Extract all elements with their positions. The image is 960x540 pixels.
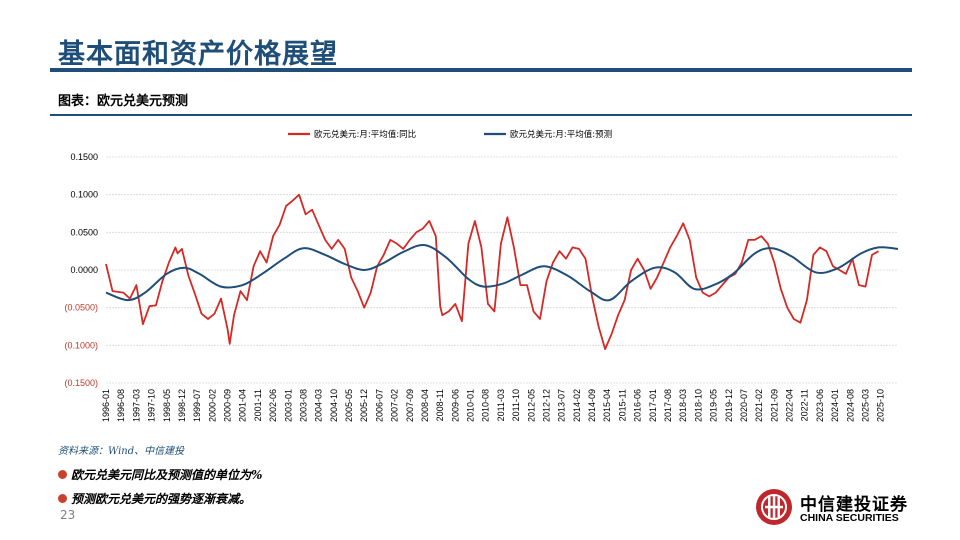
bullet-text: 欧元兑美元同比及预测值的单位为% <box>71 468 263 482</box>
x-tick-label: 2002-06 <box>268 389 278 422</box>
chart-caption: 图表：欧元兑美元预测 <box>58 94 189 109</box>
x-tick-label: 1996-01 <box>101 389 111 422</box>
x-tick-label: 2017-01 <box>648 389 658 422</box>
x-tick-label: 2024-01 <box>830 389 840 422</box>
x-tick-label: 2020-07 <box>739 389 749 422</box>
bullet-unit-note: 欧元兑美元同比及预测值的单位为% <box>58 466 262 483</box>
x-tick-label: 2008-04 <box>420 389 430 422</box>
x-tick-label: 2015-04 <box>602 389 612 422</box>
logo-english-text: CHINA SECURITIES <box>800 512 899 524</box>
x-tick-label: 1998-12 <box>177 389 187 422</box>
x-tick-label: 2016-06 <box>633 389 643 422</box>
x-tick-label: 2005-05 <box>344 389 354 422</box>
x-tick-label: 2024-08 <box>845 389 855 422</box>
chart-series <box>105 193 899 350</box>
x-tick-label: 2023-06 <box>815 389 825 422</box>
bullet-dot-icon <box>58 470 67 479</box>
x-tick-label: 2003-01 <box>283 389 293 422</box>
x-tick-label: 2012-12 <box>541 389 551 422</box>
y-tick-label: 0.1000 <box>70 190 98 200</box>
y-tick-label: (0.1000) <box>64 340 98 350</box>
x-tick-label: 2014-02 <box>572 389 582 422</box>
x-tick-label: 1999-07 <box>192 389 202 422</box>
y-tick-label: 0.0500 <box>70 227 98 237</box>
x-tick-label: 2014-09 <box>587 389 597 422</box>
chart-legend: 欧元兑美元:月:平均值:同比 欧元兑美元:月:平均值:预测 <box>288 129 612 140</box>
x-tick-label: 2025-03 <box>860 389 870 422</box>
x-tick-label: 1997-03 <box>131 389 141 422</box>
x-tick-label: 2008-11 <box>435 389 445 421</box>
bullet-text: 预测欧元兑美元的强势逐渐衰减。 <box>71 492 252 506</box>
x-tick-label: 2007-09 <box>405 389 415 422</box>
logo-chinese-text: 中信建投证券 <box>800 495 908 515</box>
x-tick-label: 2019-05 <box>709 389 719 422</box>
yoy-series-line <box>105 193 879 350</box>
bullet-forecast-note: 预测欧元兑美元的强势逐渐衰减。 <box>58 490 251 507</box>
x-tick-label: 1996-08 <box>116 389 126 422</box>
x-tick-label: 2007-02 <box>390 389 400 422</box>
x-tick-label: 2025-10 <box>876 389 886 422</box>
x-tick-label: 2017-08 <box>663 389 673 422</box>
x-tick-label: 2019-12 <box>724 389 734 422</box>
y-axis-ticks: 0.1500 0.1000 0.0500 0.0000 (0.0500) (0.1000)… <box>64 152 98 388</box>
y-tick-label: (0.0500) <box>64 303 98 313</box>
x-tick-label: 2004-10 <box>329 389 339 422</box>
x-tick-label: 2018-03 <box>678 389 688 422</box>
y-tick-label: 0.1500 <box>70 152 98 162</box>
caption-divider <box>50 114 912 116</box>
x-tick-label: 2005-12 <box>359 389 369 422</box>
x-tick-label: 2000-02 <box>207 389 217 422</box>
x-tick-label: 1998-05 <box>162 389 172 422</box>
x-tick-label: 2010-01 <box>466 389 476 422</box>
page-number: 23 <box>60 508 76 522</box>
x-tick-label: 2011-03 <box>496 389 506 421</box>
x-tick-label: 2022-04 <box>785 389 795 422</box>
x-tick-label: 2011-10 <box>511 389 521 421</box>
x-tick-label: 2000-09 <box>223 389 233 422</box>
source-note: 资料来源：Wind、中信建投 <box>58 446 185 457</box>
company-logo: 中信建投证券 CHINA SECURITIES <box>755 488 920 528</box>
y-tick-label: 0.0000 <box>70 265 98 275</box>
x-tick-label: 2015-11 <box>617 389 627 421</box>
x-tick-label: 2022-11 <box>800 389 810 421</box>
x-tick-label: 2021-09 <box>769 389 779 422</box>
x-tick-label: 1997-10 <box>147 389 157 422</box>
title-divider <box>50 68 912 72</box>
x-tick-label: 2018-10 <box>693 389 703 422</box>
x-tick-label: 2003-08 <box>298 389 308 422</box>
x-tick-label: 2013-07 <box>557 389 567 422</box>
bullet-dot-icon <box>58 494 67 503</box>
x-tick-label: 2006-07 <box>374 389 384 422</box>
x-tick-label: 2021-02 <box>754 389 764 422</box>
legend-label: 欧元兑美元:月:平均值:预测 <box>510 129 612 140</box>
x-tick-label: 2001-11 <box>253 389 263 421</box>
china-securities-logo-icon <box>756 489 792 525</box>
page-title: 基本面和资产价格展望 <box>58 39 338 70</box>
x-tick-label: 2004-03 <box>314 389 324 422</box>
x-tick-label: 2010-08 <box>481 389 491 422</box>
x-tick-label: 2012-05 <box>526 389 536 422</box>
x-tick-label: 2009-06 <box>450 389 460 422</box>
y-tick-label: (0.1500) <box>64 378 98 388</box>
x-tick-label: 2001-04 <box>238 389 248 422</box>
legend-label: 欧元兑美元:月:平均值:同比 <box>314 129 416 140</box>
chart-grid <box>106 156 898 384</box>
x-axis-ticks: 1996-01 1996-08 1997-03 1997-10 1998-05 1998-… <box>101 389 886 422</box>
forecast-series-line <box>105 243 899 302</box>
